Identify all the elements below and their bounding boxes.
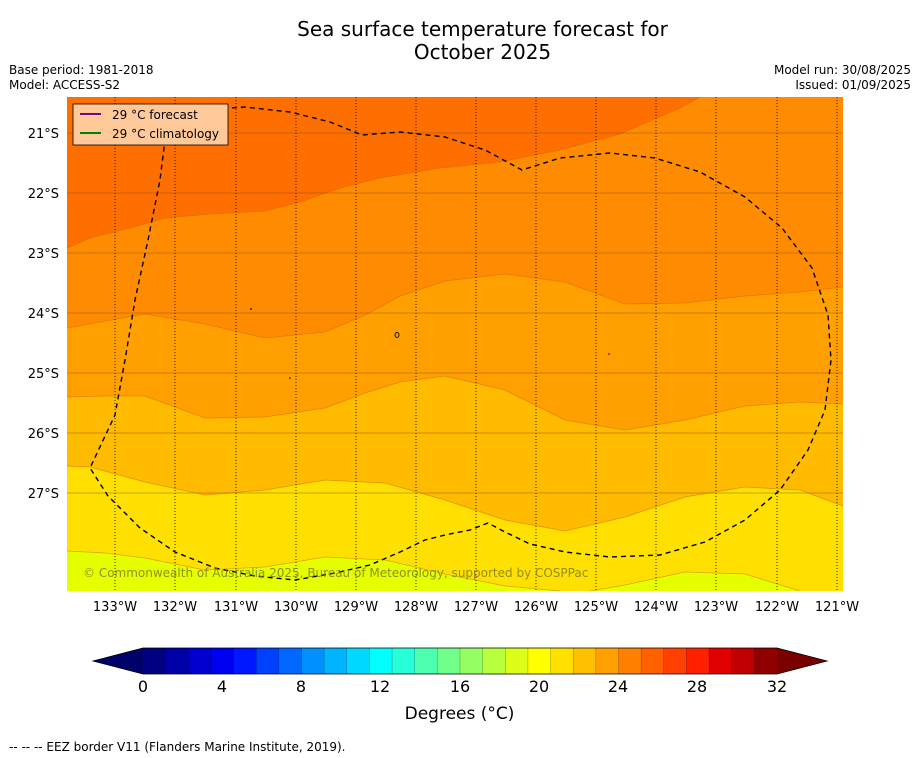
colorbar-segment xyxy=(278,648,302,674)
eez-footnote: -- -- -- EEZ border V11 (Flanders Marine… xyxy=(9,740,346,754)
colorbar-segment xyxy=(437,648,461,674)
colorbar-tick-label: 32 xyxy=(767,677,787,696)
chart-title: Sea surface temperature forecast for Oct… xyxy=(0,18,919,64)
colorbar-tick-label: 0 xyxy=(138,677,148,696)
island-dots xyxy=(250,308,610,379)
colorbar-segment xyxy=(505,648,529,674)
lat-tick-label: 25°S xyxy=(28,367,59,382)
lon-tick-label: 133°W xyxy=(93,600,137,615)
meta-left: Base period: 1981-2018 Model: ACCESS-S2 xyxy=(9,63,154,93)
lon-tick-label: 132°W xyxy=(153,600,197,615)
colorbar-segment xyxy=(460,648,483,674)
colorbar-segment xyxy=(233,648,257,674)
legend-climatology-label: 29 °C climatology xyxy=(112,127,219,141)
band-23-24-east xyxy=(590,572,800,591)
colorbar-tick-label: 24 xyxy=(608,677,628,696)
legend-forecast-label: 29 °C forecast xyxy=(112,108,198,122)
lon-tick-label: 123°W xyxy=(694,600,738,615)
colorbar-outline xyxy=(91,647,829,675)
lon-tick-label: 126°W xyxy=(514,600,558,615)
graticule xyxy=(114,97,838,591)
colorbar-segment xyxy=(369,648,393,674)
lon-tick-label: 131°W xyxy=(214,600,258,615)
colorbar-segment xyxy=(527,648,551,674)
meta-right: Model run: 30/08/2025 Issued: 01/09/2025 xyxy=(774,63,911,93)
colorbar-segment xyxy=(301,648,325,674)
legend-box xyxy=(72,103,229,146)
band-24-25 xyxy=(67,466,843,591)
colorbar-segment xyxy=(143,648,166,674)
copyright-notice: © Commonwealth of Australia 2025, Bureau… xyxy=(83,566,588,580)
colorbar-over-arrow xyxy=(777,648,827,674)
colorbar-segment xyxy=(663,648,687,674)
lat-tick-label: 24°S xyxy=(28,307,59,322)
lon-tick-label: 129°W xyxy=(334,600,378,615)
colorbar-segment xyxy=(709,648,733,674)
lon-tick-label: 125°W xyxy=(574,600,618,615)
colorbar-tick-label: 28 xyxy=(687,677,707,696)
colorbar-segment xyxy=(550,648,574,674)
colorbar-segment xyxy=(641,648,665,674)
band-23-24 xyxy=(67,551,560,591)
colorbar-segment xyxy=(754,648,778,674)
lat-tick-label: 23°S xyxy=(28,247,59,262)
title-line-2: October 2025 xyxy=(413,40,552,64)
colorbar-segment xyxy=(618,648,642,674)
colorbar-segment xyxy=(482,648,506,674)
issued-date: Issued: 01/09/2025 xyxy=(795,78,911,92)
lon-tick-label: 130°W xyxy=(274,600,318,615)
lon-tick-label: 122°W xyxy=(755,600,799,615)
colorbar-tick-label: 8 xyxy=(296,677,306,696)
lat-tick-label: 22°S xyxy=(28,187,59,202)
colorbar-segment xyxy=(686,648,710,674)
colorbar-segment xyxy=(731,648,755,674)
lat-tick-label: 26°S xyxy=(28,427,59,442)
base-period: Base period: 1981-2018 xyxy=(9,63,154,77)
band-boundary-lines xyxy=(66,96,844,592)
title-line-1: Sea surface temperature forecast for xyxy=(297,17,668,41)
colorbar-segment xyxy=(392,648,416,674)
colorbar-tick-labels: 0 4 8 12 16 20 24 28 32 xyxy=(138,677,787,696)
colorbar-title: Degrees (°C) xyxy=(404,704,515,724)
colorbar-segment xyxy=(256,648,280,674)
lon-tick-labels: 133°W 132°W 131°W 130°W 129°W 128°W 127°… xyxy=(93,600,859,615)
colorbar-tick-label: 4 xyxy=(217,677,227,696)
model-name: Model: ACCESS-S2 xyxy=(9,78,121,92)
lat-tick-labels: 21°S 22°S 23°S 24°S 25°S 26°S 27°S xyxy=(28,127,59,502)
lon-tick-label: 121°W xyxy=(815,600,859,615)
colorbar-segment xyxy=(414,648,438,674)
lat-tick-label: 21°S xyxy=(28,127,59,142)
eez-border xyxy=(89,106,832,581)
colorbar-segment xyxy=(595,648,619,674)
colorbar-under-arrow xyxy=(93,648,143,674)
colorbar-segment xyxy=(573,648,597,674)
colorbar-segment xyxy=(346,648,370,674)
colorbar-segment xyxy=(324,648,348,674)
model-run: Model run: 30/08/2025 xyxy=(773,63,911,77)
map-legend: 29 °C forecast 29 °C climatology xyxy=(72,103,229,146)
colorbar-segment xyxy=(165,648,189,674)
colorbar-segment xyxy=(210,648,234,674)
temperature-field xyxy=(67,97,843,591)
lon-tick-label: 128°W xyxy=(394,600,438,615)
colorbar-tick-label: 20 xyxy=(529,677,549,696)
lat-tick-label: 27°S xyxy=(28,487,59,502)
colorbar-segment xyxy=(188,648,212,674)
colorbar-tick-label: 16 xyxy=(450,677,470,696)
lon-tick-label: 124°W xyxy=(634,600,678,615)
colorbar xyxy=(91,647,829,675)
lon-tick-label: 127°W xyxy=(454,600,498,615)
colorbar-tick-label: 12 xyxy=(370,677,390,696)
